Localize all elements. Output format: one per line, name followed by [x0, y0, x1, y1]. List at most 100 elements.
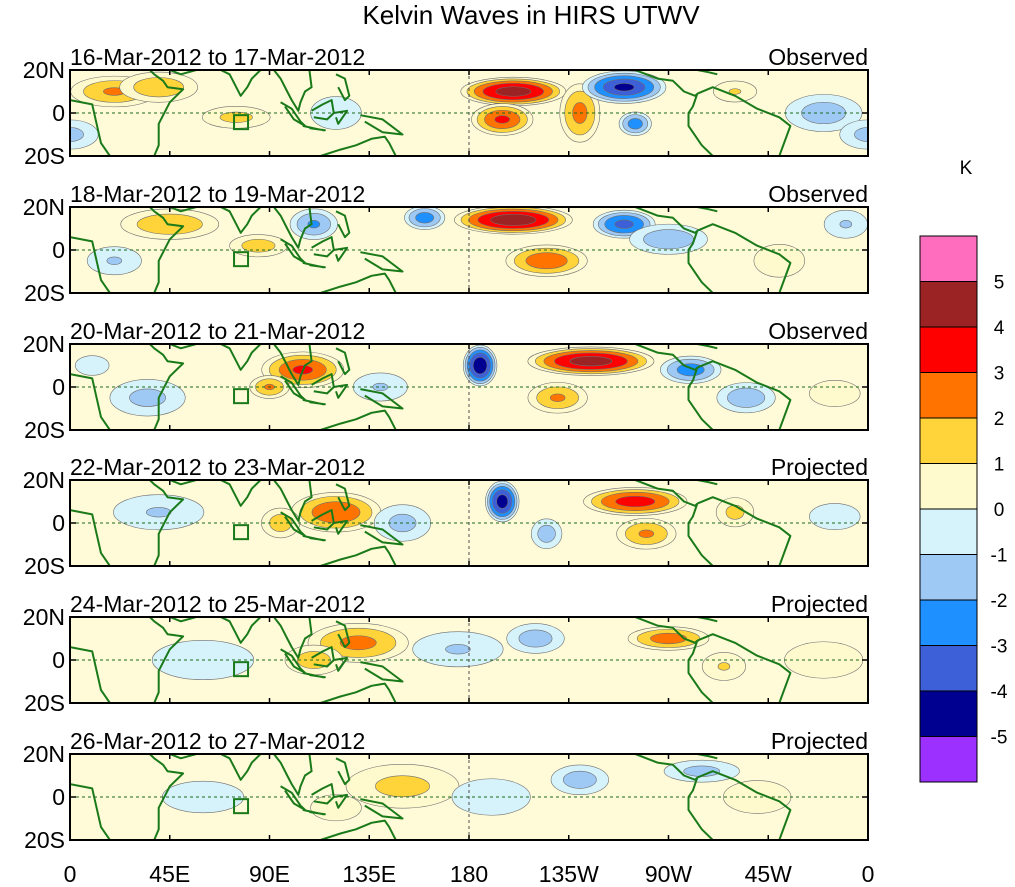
contour-band — [562, 770, 597, 789]
y-tick-label: 20S — [24, 827, 65, 853]
anomaly-blob — [109, 379, 186, 417]
anomaly-blob — [352, 372, 408, 402]
coastline — [335, 210, 351, 239]
coastline — [302, 124, 326, 132]
coastline — [360, 388, 404, 410]
colorbar: K -5 -4 -3 -2 -1 0 1 2 3 4 5 — [919, 158, 1008, 783]
panel-6: 26-Mar-2012 to 27-Mar-2012 Projected 20N 0 2… — [23, 728, 869, 853]
contour-band — [901, 88, 923, 96]
contour-band — [129, 388, 166, 407]
anomaly-blob — [462, 344, 498, 387]
anomaly-blob — [471, 103, 534, 136]
coastline — [333, 793, 349, 809]
contour-band — [490, 214, 537, 226]
contour-band — [445, 644, 471, 655]
coastline — [333, 109, 349, 125]
anomaly-blob — [716, 382, 776, 414]
coastline — [320, 545, 397, 566]
contour-band — [241, 238, 276, 253]
region-box-marker — [233, 524, 250, 541]
coastline — [333, 656, 349, 672]
anomaly-blob — [715, 497, 755, 528]
region-box-marker — [233, 251, 250, 268]
coastline — [634, 70, 698, 97]
anomaly-blob — [310, 794, 362, 822]
contour-band — [809, 380, 861, 407]
coastline — [273, 70, 313, 112]
panel-kind: Observed — [768, 181, 868, 207]
anomaly-blob — [412, 631, 504, 668]
anomaly-blob — [74, 355, 110, 376]
coastline — [360, 798, 404, 820]
colorbar-label: 2 — [994, 409, 1005, 430]
coastline — [634, 754, 699, 781]
coastline — [220, 480, 262, 507]
contour-band — [569, 356, 613, 367]
coastline — [360, 661, 404, 683]
coastline — [302, 398, 326, 406]
colorbar-label: -1 — [991, 546, 1008, 567]
anomaly-blob — [784, 94, 863, 132]
colorbar-swatch — [919, 417, 978, 464]
panel-stack: 16-Mar-2012 to 17-Mar-2012 Observed20N020… — [23, 44, 923, 853]
y-tick-label: 20N — [23, 331, 65, 357]
coastline — [634, 344, 699, 371]
contour-band — [627, 118, 643, 130]
region-box-marker — [233, 798, 250, 815]
coastline — [220, 344, 262, 371]
anomaly-blob — [823, 209, 868, 239]
coastline — [311, 236, 335, 258]
contour-band — [839, 220, 853, 229]
panel-kind: Observed — [768, 318, 868, 344]
coastline — [70, 617, 185, 703]
coastlines — [70, 344, 792, 430]
contour-band — [472, 356, 488, 375]
anomaly-blob — [701, 652, 746, 681]
coastline — [273, 207, 313, 249]
contour-band — [415, 212, 435, 224]
colorbar-label: 3 — [994, 364, 1005, 385]
coastline — [634, 480, 699, 507]
anomaly-blob — [616, 518, 677, 550]
y-tick-label: 20S — [24, 690, 65, 716]
coastline — [333, 383, 349, 399]
coastline — [335, 620, 351, 649]
coastline — [220, 754, 262, 781]
coastline — [311, 99, 335, 121]
coastline — [320, 819, 397, 840]
coastline — [169, 207, 197, 213]
colorbar-units: K — [960, 158, 973, 179]
coastline — [320, 135, 397, 156]
coastline — [280, 511, 306, 537]
anomaly-blob — [809, 380, 861, 407]
coastline — [360, 524, 404, 546]
x-tick-label: 135E — [342, 861, 396, 887]
x-tick-label: 0 — [862, 861, 875, 887]
anomaly-blob — [530, 518, 563, 549]
contour-band — [525, 252, 568, 270]
panel-date-range: 20-Mar-2012 to 21-Mar-2012 — [70, 318, 365, 344]
panel-2: 18-Mar-2012 to 19-Mar-2012 Observed 20N 0 20… — [23, 181, 869, 306]
coastline — [360, 114, 404, 136]
x-axis-ticks: 0 45E 90E 135E 180 135W 90W 45W 0 — [64, 861, 875, 887]
anomaly-blob-wrap — [839, 119, 868, 150]
colorbar-label: -3 — [991, 637, 1008, 658]
y-tick-label: 20N — [23, 467, 65, 493]
coastline — [634, 207, 698, 234]
panel-4: 22-Mar-2012 to 23-Mar-2012 Projected 20N 0 2… — [23, 454, 869, 579]
coastline — [333, 246, 349, 262]
panel-5: 24-Mar-2012 to 25-Mar-2012 Projected 20N 0 2… — [23, 591, 869, 716]
coastline — [70, 344, 185, 430]
anomaly-blob — [460, 76, 567, 107]
contour-band — [106, 256, 123, 265]
colorbar-swatch — [919, 372, 978, 419]
coastline — [302, 671, 326, 679]
anomaly-blob — [290, 492, 382, 533]
contour-band — [70, 127, 84, 142]
figure-title: Kelvin Waves in HIRS UTWV — [362, 0, 700, 30]
colorbar-swatch — [919, 690, 978, 737]
anomaly-blob — [663, 759, 740, 783]
contour-band — [613, 83, 635, 92]
coastline — [311, 646, 335, 668]
